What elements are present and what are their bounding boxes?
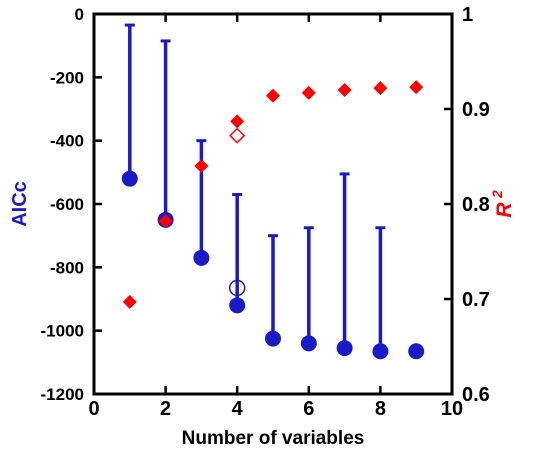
y-left-tick-label: 0 [75, 5, 84, 24]
y-right-tick-label: 0.6 [462, 384, 490, 406]
r2-point [158, 214, 173, 229]
r2-point [373, 81, 388, 96]
y-right-tick-label: 0.8 [462, 194, 490, 216]
y-axis-label-right-sup: 2 [489, 190, 505, 199]
x-tick-label: 10 [441, 398, 463, 420]
y-left-tick-label: -1000 [41, 322, 84, 341]
tick-layer: 0 2 4 6 8 10 0 -200 -400 -600 -800 -1000 -1200 1 0.9 0.… [41, 4, 490, 420]
y-left-tick-label: -200 [50, 68, 84, 87]
plot-layer [121, 23, 425, 360]
r2-point [266, 88, 280, 103]
aicc-point [193, 249, 210, 266]
y-left-tick-label: -1200 [41, 385, 84, 404]
aicc-open-point [228, 279, 246, 297]
y-right-tick-label: 0.7 [462, 289, 490, 311]
x-tick-label: 6 [303, 398, 314, 420]
x-axis-label: Number of variables [182, 428, 365, 449]
aicc-point [265, 330, 281, 347]
x-tick-label: 8 [375, 398, 386, 420]
y-right-tick-label: 0.9 [462, 99, 490, 121]
y-left-tick-label: -800 [50, 258, 84, 277]
r2-point [337, 83, 352, 97]
r2-point [409, 80, 424, 95]
y-axis-label-left: AICc [9, 181, 31, 227]
x-tick-label: 0 [88, 398, 99, 420]
aicc-point [229, 297, 246, 314]
y-axis-label-right: R 2 [489, 190, 516, 218]
y-right-tick-label: 1 [462, 4, 473, 26]
y-left-tick-label: -400 [50, 132, 84, 151]
x-tick-label: 4 [232, 398, 244, 420]
y-left-tick-label: -600 [50, 195, 84, 214]
y-axis-label-right-base: R [493, 202, 516, 218]
r2-point [194, 159, 209, 173]
aicc-point [408, 343, 425, 360]
x-tick-label: 2 [160, 398, 171, 420]
aicc-point [300, 335, 317, 352]
aicc-point [372, 343, 389, 360]
aicc-point [336, 340, 353, 357]
r2-open-point [229, 127, 246, 144]
r2-point [301, 85, 316, 100]
aicc-point [121, 170, 138, 187]
r2-point [230, 114, 245, 129]
r2-point [122, 294, 137, 309]
